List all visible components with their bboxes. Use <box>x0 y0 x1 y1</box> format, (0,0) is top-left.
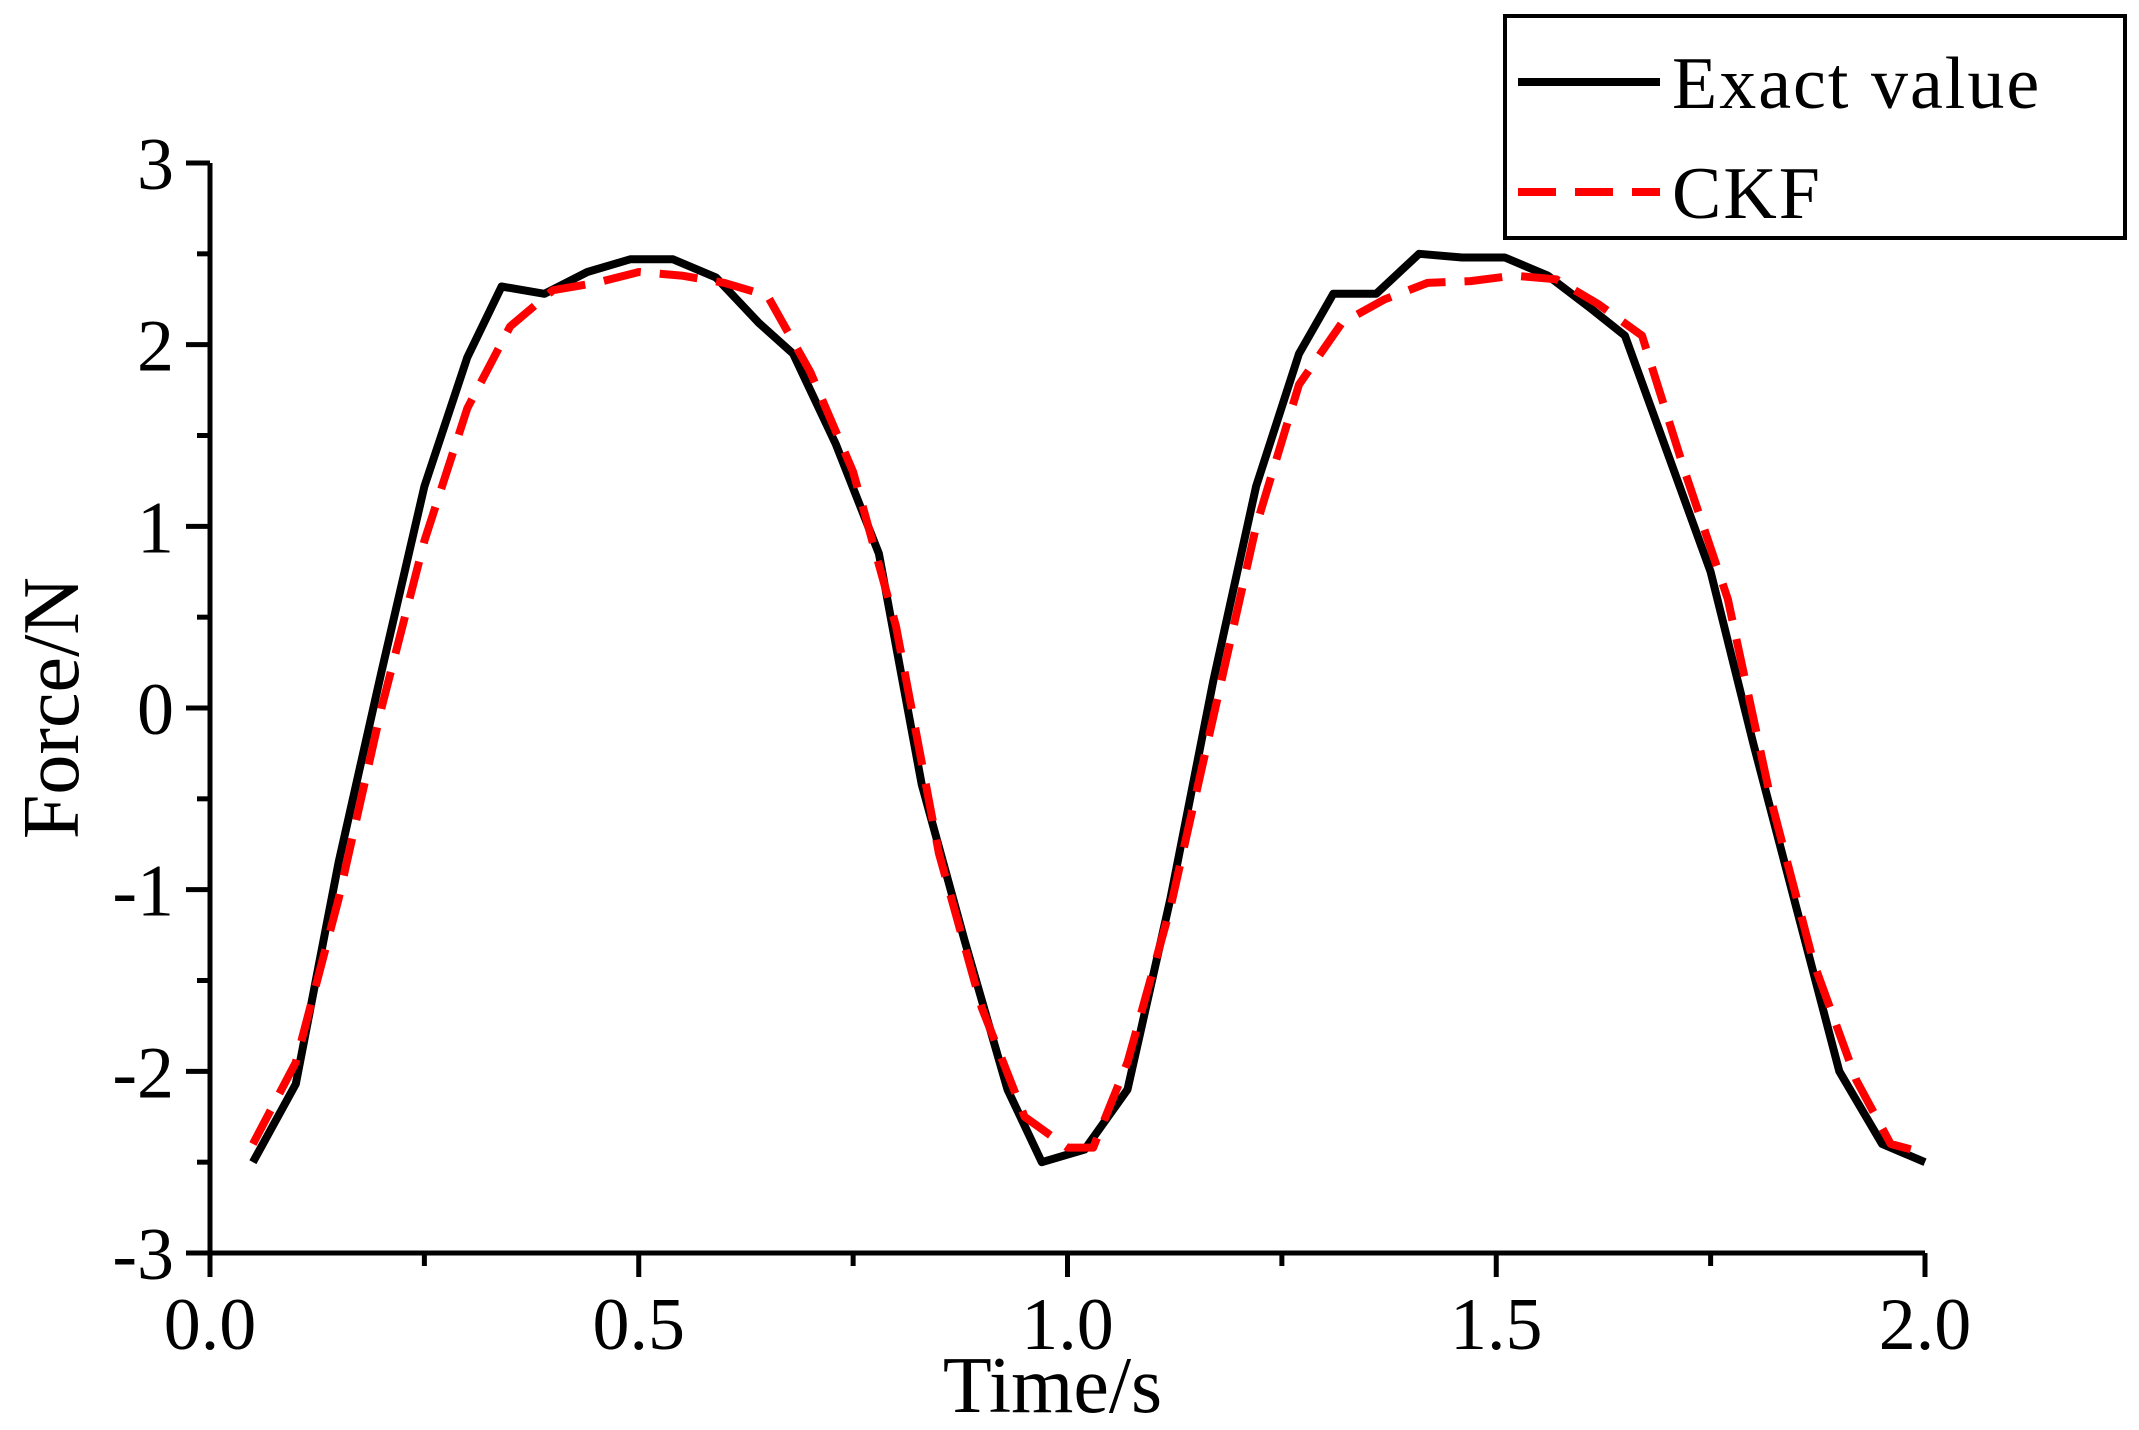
y-tick-label: 3 <box>137 124 174 206</box>
y-tick-label: 2 <box>137 306 174 388</box>
y-tick-label: -2 <box>112 1032 174 1114</box>
x-tick-label: 2.0 <box>1879 1284 1972 1366</box>
series-line-exact-value <box>249 249 1927 1167</box>
y-tick-label: -1 <box>112 851 174 933</box>
legend: Exact value CKF <box>1503 14 2127 240</box>
y-axis-title: Force/N <box>8 577 96 839</box>
legend-label: CKF <box>1672 153 1822 235</box>
x-tick-label: 1.0 <box>1021 1284 1114 1366</box>
legend-box <box>1503 14 2127 240</box>
x-tick-label: 0.0 <box>164 1284 257 1366</box>
axes: -3 -2 -1 0 1 2 3 0.0 0.5 1.0 1.5 2.0 Time/s Force/N <box>8 124 1972 1430</box>
legend-label: Exact value <box>1672 43 2041 125</box>
series-layer <box>249 249 1927 1167</box>
y-tick-label: 1 <box>137 487 174 569</box>
x-axis-title: Time/s <box>943 1342 1162 1425</box>
y-tick-label: -3 <box>112 1214 174 1296</box>
series-line-ckf <box>249 268 1927 1157</box>
y-tick-label: 0 <box>137 669 174 751</box>
x-tick-label: 0.5 <box>593 1284 686 1366</box>
x-tick-label: 1.5 <box>1450 1284 1543 1366</box>
